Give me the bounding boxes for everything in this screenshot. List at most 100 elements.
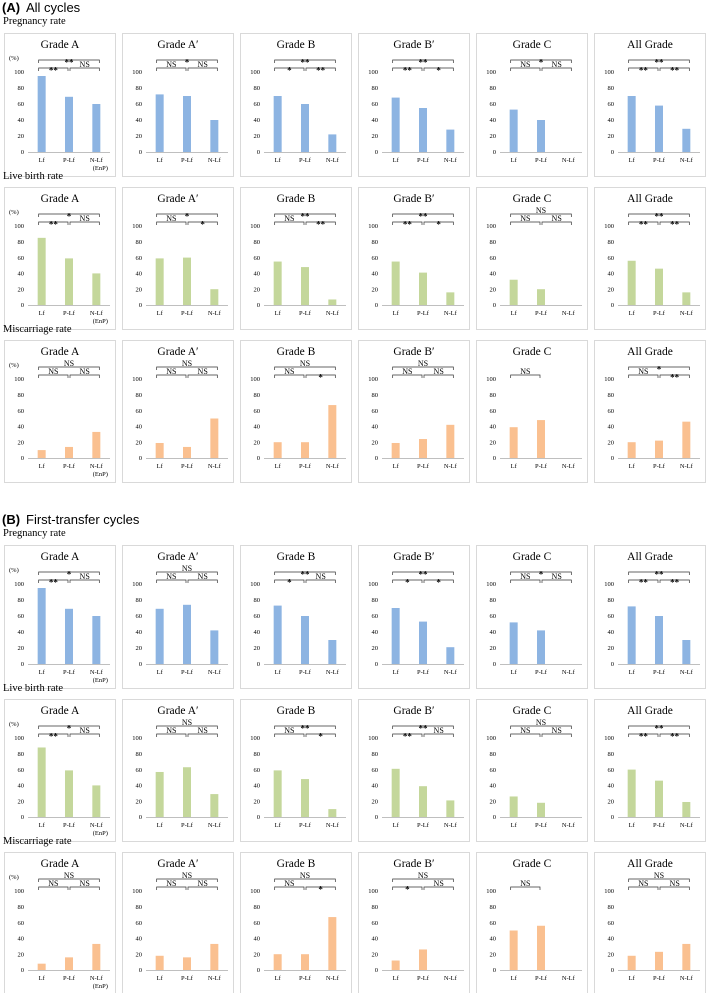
panel-title: Grade A′ — [157, 858, 198, 870]
y-tick-label: 80 — [372, 597, 379, 604]
y-tick-label: 60 — [18, 920, 25, 927]
x-tick-label: Lf — [275, 463, 282, 470]
lf-plf-bracket — [628, 67, 659, 71]
x-tick-label: N-Lf — [562, 975, 576, 982]
y-tick-label: 60 — [490, 767, 497, 774]
y-tick-label: 60 — [372, 101, 379, 108]
lf-nlf-significance: ** — [419, 570, 429, 580]
y-tick-label: 60 — [608, 920, 615, 927]
lf-nlf-significance: ** — [301, 58, 311, 68]
bar-p-lf — [537, 120, 545, 152]
lf-nlf-bracket — [510, 571, 572, 575]
plf-nlf-significance: * — [436, 66, 441, 76]
lf-nlf-bracket — [392, 571, 454, 575]
x-tick-label: P-Lf — [653, 975, 666, 982]
y-tick-label: 100 — [132, 581, 142, 588]
plf-nlf-bracket — [187, 374, 218, 378]
lf-plf-bracket — [274, 67, 305, 71]
x-tick-label: N-Lf — [680, 975, 694, 982]
lf-plf-significance: ** — [49, 578, 59, 588]
y-tick-label: 0 — [257, 967, 260, 974]
y-tick-label: 40 — [254, 424, 261, 431]
y-tick-label: 100 — [604, 376, 614, 383]
y-tick-label: 20 — [608, 645, 615, 652]
plf-nlf-bracket — [69, 733, 100, 737]
bar-n-lf — [328, 809, 337, 817]
bar-p-lf — [655, 780, 663, 817]
bar-p-lf — [301, 779, 309, 817]
chart-panel: All Grade 0 20 40 60 80 100 Lf P-Lf N-Lf NS NS NS — [594, 852, 706, 993]
plf-nlf-significance: * — [436, 578, 441, 588]
panel-title: Grade B′ — [393, 858, 434, 870]
plf-nlf-significance: NS — [552, 572, 562, 581]
plf-nlf-significance: * — [318, 373, 323, 383]
lf-plf-significance: NS — [284, 214, 294, 223]
y-tick-label: 20 — [490, 951, 497, 958]
x-tick-label: Lf — [39, 157, 46, 164]
lf-nlf-bracket — [392, 725, 454, 729]
lf-nlf-bracket — [628, 571, 690, 575]
panel-title: Grade C — [513, 193, 552, 205]
lf-nlf-significance: ** — [65, 58, 75, 68]
lf-plf-significance: ** — [49, 732, 59, 742]
panel-title: All Grade — [627, 346, 673, 358]
section-label: (A) — [2, 0, 20, 15]
plf-nlf-significance: ** — [670, 373, 680, 383]
bar-p-lf — [301, 267, 309, 305]
plf-nlf-significance: NS — [198, 572, 208, 581]
bar-lf — [509, 622, 518, 664]
plf-nlf-significance: ** — [670, 732, 680, 742]
y-tick-label: 0 — [257, 455, 260, 462]
y-tick-label: 40 — [372, 783, 379, 790]
y-tick-label: 60 — [18, 101, 25, 108]
bar-n-lf — [210, 418, 219, 458]
y-tick-label: 80 — [18, 392, 25, 399]
lf-nlf-bracket — [628, 725, 690, 729]
x-tick-label: N-Lf — [680, 310, 694, 317]
bar-p-lf — [183, 446, 191, 458]
plf-nlf-significance: NS — [552, 726, 562, 735]
panel-title: Grade B′ — [393, 705, 434, 717]
row-label: Pregnancy rate — [3, 528, 66, 539]
panel-title: Grade B — [277, 39, 316, 51]
bar-n-lf — [682, 421, 691, 458]
bar-p-lf — [301, 954, 309, 970]
bar-p-lf — [301, 442, 309, 458]
y-tick-label: 20 — [490, 286, 497, 293]
chart-panel: All Grade 0 20 40 60 80 100 Lf P-Lf N-Lf ** ** ** — [594, 187, 706, 330]
bar-n-lf — [446, 647, 455, 664]
x-tick-label: N-Lf — [208, 463, 222, 470]
x-tick-label: N-Lf — [562, 463, 576, 470]
lf-nlf-bracket — [510, 725, 572, 729]
y-tick-label: 0 — [139, 814, 142, 821]
x-tick-label: Lf — [393, 463, 400, 470]
y-tick-label: 100 — [486, 69, 496, 76]
bar-lf — [509, 427, 518, 458]
y-tick-label: 100 — [14, 376, 24, 383]
bar-p-lf — [419, 272, 427, 305]
y-tick-label: 20 — [490, 439, 497, 446]
y-tick-label: 0 — [139, 661, 142, 668]
x-tick-label: P-Lf — [181, 822, 194, 829]
x-tick-label: N-Lf — [90, 669, 104, 676]
panel-title: Grade A′ — [157, 705, 198, 717]
y-tick-label: 40 — [372, 424, 379, 431]
chart-panel: Grade B 0 20 40 60 80 100 Lf P-Lf N-Lf NS NS * — [240, 340, 352, 483]
lf-nlf-significance: ** — [419, 724, 429, 734]
bar-p-lf — [301, 616, 309, 664]
y-tick-label: 40 — [372, 117, 379, 124]
y-tick-label: 40 — [136, 936, 143, 943]
category-note: (EnP) — [93, 165, 108, 172]
plf-nlf-significance: NS — [434, 726, 444, 735]
y-tick-label: 80 — [372, 904, 379, 911]
bar-p-lf — [537, 630, 545, 664]
lf-plf-bracket — [392, 579, 423, 583]
y-tick-label: 20 — [254, 645, 261, 652]
bar-n-lf — [328, 405, 337, 458]
y-tick-label: 40 — [608, 424, 615, 431]
lf-nlf-significance: NS — [64, 359, 74, 368]
lf-nlf-significance: ** — [419, 58, 429, 68]
